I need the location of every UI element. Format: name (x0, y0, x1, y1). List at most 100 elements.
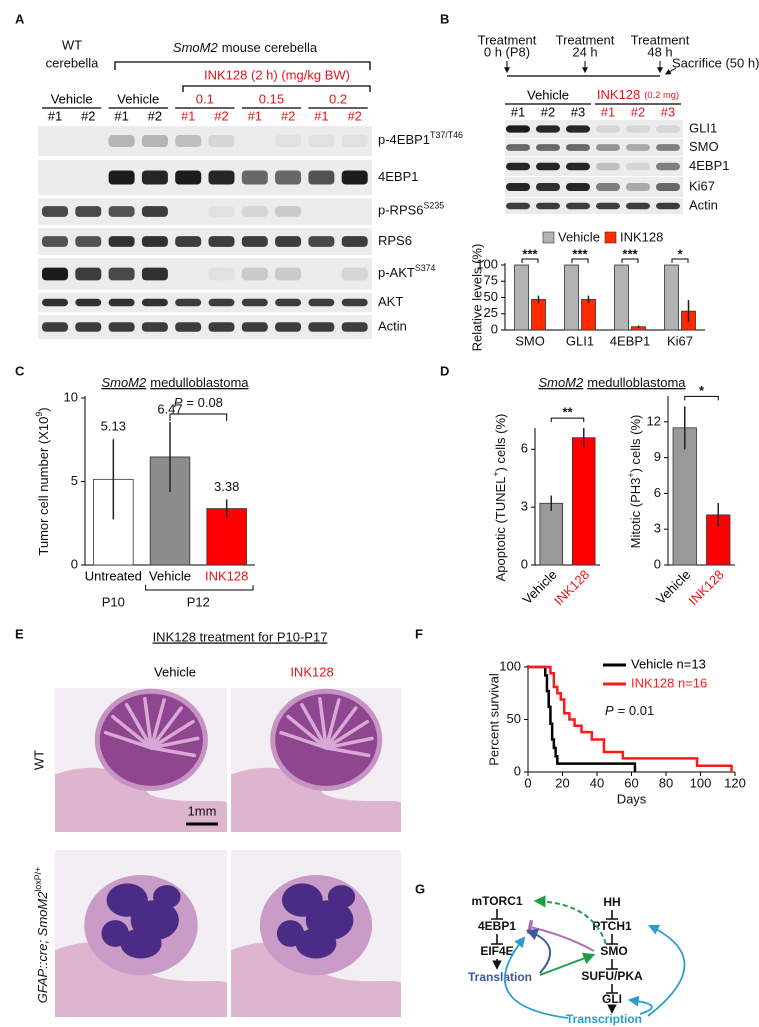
band (175, 236, 202, 247)
legend-label: Vehicle (558, 229, 600, 244)
folium (143, 697, 154, 750)
row-label: 4EBP1 (378, 169, 418, 184)
header: INK128 (2 h) (mg/kg BW) (204, 67, 350, 82)
band (536, 125, 560, 133)
legend-label: Vehicle n=13 (631, 656, 706, 671)
y-tick-label: 25 (484, 305, 498, 320)
band (596, 162, 620, 171)
y-axis-label-part: ) (36, 407, 51, 411)
band (506, 144, 530, 151)
lane-label: #2 (631, 104, 645, 119)
row-label: GFAP::cre; SmoM2loxP/+ (33, 867, 50, 1004)
band (626, 162, 650, 171)
row-label: Ki67 (689, 178, 715, 193)
bar (564, 264, 579, 331)
comparison-bracket (169, 413, 228, 421)
legend-swatch (542, 231, 555, 244)
group-label: Vehicle (51, 91, 93, 106)
band (75, 267, 102, 281)
lane-label: #1 (114, 108, 128, 123)
row-label-part: loxP/+ (33, 867, 43, 892)
panel-label: A (15, 11, 25, 26)
row-label: GLI1 (689, 120, 717, 135)
band (275, 267, 302, 281)
band (241, 322, 268, 332)
node: Transcription (566, 1012, 642, 1026)
panel-label: D (440, 363, 449, 378)
row-label: p-RPS6S235 (378, 201, 444, 218)
lane-label: #3 (661, 104, 675, 119)
folium (324, 736, 374, 750)
y-axis-label: Tumor cell number (X109) (34, 407, 51, 555)
band (75, 135, 101, 147)
band (566, 125, 590, 133)
folium (324, 698, 341, 750)
timeline-arrow (664, 67, 677, 75)
band (536, 144, 560, 151)
band (506, 162, 530, 171)
folium (149, 719, 195, 750)
band (42, 298, 68, 307)
activate-edge (647, 924, 686, 1017)
folium (149, 698, 166, 750)
header: SmoM2 mouse cerebella (173, 40, 318, 55)
band (175, 170, 202, 185)
group-label: P12 (187, 594, 210, 609)
band (275, 170, 302, 185)
band (596, 202, 620, 210)
legend-label: INK128 (620, 229, 663, 244)
edges (491, 909, 618, 1014)
significance: *** (622, 246, 638, 261)
bar (571, 437, 596, 566)
activate-edge (504, 936, 569, 1019)
folium (149, 706, 183, 750)
bar (664, 264, 679, 331)
band (108, 298, 135, 307)
x-tick-label: 4EBP1 (610, 333, 650, 348)
band (566, 202, 590, 210)
header-part: mouse cerebella (222, 40, 318, 55)
row-label: AKT (378, 294, 403, 309)
band (308, 268, 334, 281)
band (506, 183, 530, 191)
band (308, 298, 335, 307)
band (275, 135, 302, 147)
group-label: Vehicle (527, 87, 569, 102)
band (626, 183, 650, 191)
band (208, 298, 235, 307)
y-tick-label: 75 (484, 273, 498, 288)
band (141, 267, 168, 281)
panel-label: F (415, 626, 423, 641)
band (506, 202, 530, 210)
x-tick-label: INK128 (205, 568, 248, 583)
lane-label: #2 (81, 108, 95, 123)
folium (286, 714, 328, 750)
y-tick-label: 5 (71, 473, 78, 488)
tumor-blob (120, 928, 162, 959)
node: HH (603, 895, 620, 909)
significance: * (677, 246, 683, 261)
band (308, 206, 334, 217)
band (241, 170, 268, 185)
band (275, 236, 302, 247)
annotation-part: P (174, 395, 183, 410)
row-label-part: S374 (415, 263, 436, 273)
node: PTCH1 (592, 919, 632, 933)
folium (124, 702, 154, 750)
brainstem (231, 767, 401, 832)
brainstem (55, 767, 227, 832)
scale-bar-label: 1mm (188, 803, 217, 818)
significance: * (699, 383, 705, 398)
timeline-label: 24 h (572, 44, 597, 59)
row-label: RPS6 (378, 233, 412, 248)
y-tick-label: 12 (647, 413, 661, 428)
lane-label: #1 (248, 108, 262, 123)
blot-strip (505, 198, 683, 214)
y-tick-label: 50 (507, 711, 521, 726)
lane-label: #2 (347, 108, 361, 123)
folium (149, 746, 197, 758)
significance-bracket (571, 258, 589, 263)
band (341, 322, 368, 332)
x-tick-label: SMO (515, 333, 545, 348)
y-axis-label-part: Apoptotic (TUNEL (493, 477, 508, 582)
